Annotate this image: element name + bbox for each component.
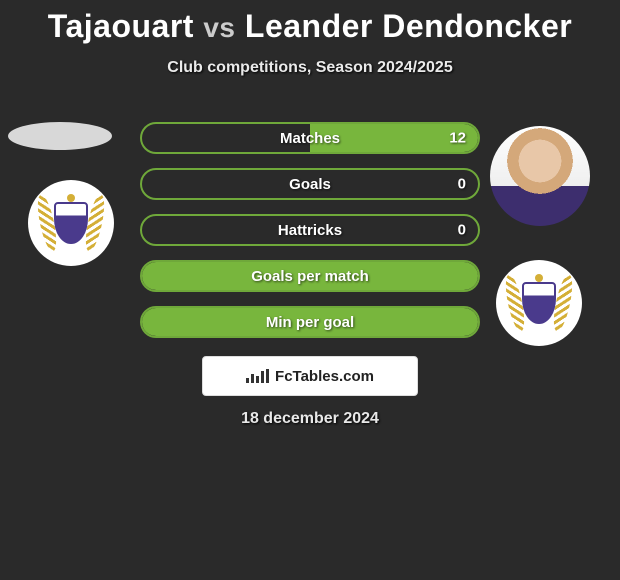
title-player2: Leander Dendoncker (245, 8, 572, 44)
branding-text: FcTables.com (275, 368, 374, 385)
stats-container: Matches 12 Goals 0 Hattricks 0 Goals per match… (140, 122, 480, 352)
stat-label: Min per goal (266, 314, 354, 331)
date: 18 december 2024 (0, 410, 620, 428)
stat-row: Min per goal (140, 306, 480, 338)
player1-club-crest (28, 180, 114, 266)
player2-face-icon (490, 126, 590, 226)
shield-icon (54, 202, 88, 244)
branding-box: FcTables.com (202, 356, 418, 396)
stat-label: Matches (280, 130, 340, 147)
player1-avatar-placeholder (8, 122, 112, 150)
stat-value-right: 0 (458, 222, 466, 239)
stat-label: Goals per match (251, 268, 369, 285)
stat-row: Matches 12 (140, 122, 480, 154)
shield-icon (522, 282, 556, 324)
subtitle: Club competitions, Season 2024/2025 (0, 59, 620, 77)
stat-value-right: 0 (458, 176, 466, 193)
stat-label: Goals (289, 176, 331, 193)
stat-row: Hattricks 0 (140, 214, 480, 246)
chart-icon (246, 369, 269, 383)
stat-label: Hattricks (278, 222, 342, 239)
stat-row: Goals 0 (140, 168, 480, 200)
title-vs: vs (203, 12, 235, 43)
stat-row: Goals per match (140, 260, 480, 292)
stat-value-right: 12 (449, 130, 466, 147)
title-player1: Tajaouart (48, 8, 194, 44)
player2-club-crest (496, 260, 582, 346)
player2-avatar (490, 126, 590, 226)
title: Tajaouart vs Leander Dendoncker (0, 0, 620, 45)
